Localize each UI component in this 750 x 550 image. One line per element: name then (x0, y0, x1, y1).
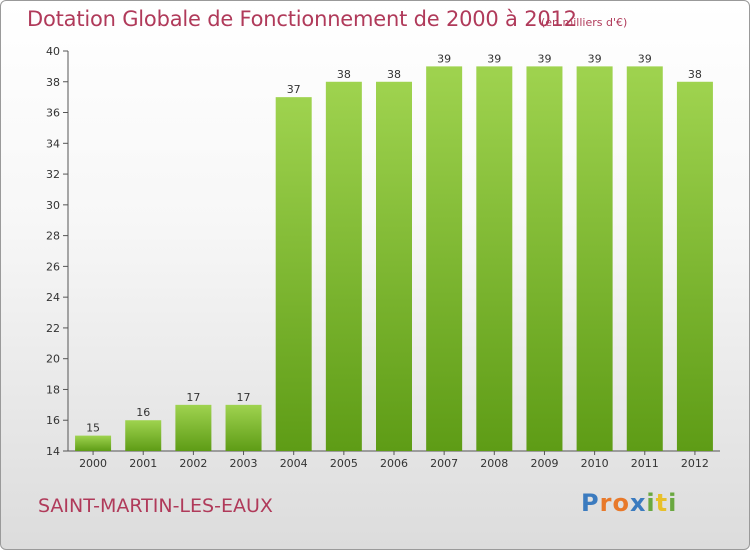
x-tick-label: 2003 (230, 457, 258, 470)
x-tick-label: 2010 (581, 457, 609, 470)
bar-value-label: 39 (638, 52, 652, 65)
x-tick-label: 2001 (129, 457, 157, 470)
chart-units: (en milliers d'€) (541, 16, 628, 29)
x-tick-label: 2008 (480, 457, 508, 470)
y-tick-label: 20 (46, 353, 60, 366)
bar-value-label: 39 (487, 52, 501, 65)
y-tick-label: 30 (46, 199, 60, 212)
logo-letter: r (599, 489, 613, 517)
commune-name: SAINT-MARTIN-LES-EAUX (38, 495, 273, 517)
y-tick-label: 22 (46, 322, 60, 335)
bar-value-label: 39 (437, 52, 451, 65)
bar (376, 81, 412, 452)
logo-letter: i (646, 489, 656, 517)
bar (275, 97, 312, 452)
logo-letter: x (629, 489, 647, 517)
logo-letter: i (668, 489, 678, 517)
logo-letter: t (655, 489, 669, 517)
y-axis: 14 16 18 20 22 24 26 28 30 32 34 36 38 40 (46, 45, 69, 458)
bar (325, 81, 362, 452)
bar (676, 81, 713, 452)
logo-letter: P (581, 489, 600, 517)
logo-letter: o (612, 489, 630, 517)
bars: 15 16 17 17 37 38 38 39 39 39 39 39 38 (75, 52, 713, 452)
bar (576, 66, 613, 451)
x-tick-label: 2011 (631, 457, 659, 470)
proxiti-logo: Proxiti (581, 489, 677, 517)
x-tick-label: 2012 (681, 457, 709, 470)
bar (75, 435, 112, 451)
bar-value-label: 38 (688, 68, 702, 81)
y-tick-label: 18 (46, 383, 60, 396)
x-axis: 2000 2001 2002 2003 2004 2005 2006 2007 2008 2009… (68, 450, 720, 470)
bar-value-label: 38 (337, 68, 351, 81)
bar (526, 66, 563, 451)
bar-value-label: 39 (588, 52, 602, 65)
y-tick-label: 16 (46, 414, 60, 427)
y-tick-label: 26 (46, 260, 60, 273)
y-tick-label: 38 (46, 76, 60, 89)
bar (225, 404, 262, 451)
y-tick-label: 36 (46, 107, 60, 120)
bar-value-label: 17 (237, 391, 251, 404)
x-tick-label: 2007 (430, 457, 458, 470)
y-tick-label: 32 (46, 168, 60, 181)
bar-value-label: 17 (186, 391, 200, 404)
x-tick-label: 2000 (79, 457, 107, 470)
bar (626, 66, 663, 451)
y-tick-label: 40 (46, 45, 60, 58)
x-tick-label: 2005 (330, 457, 358, 470)
bar-value-label: 37 (287, 83, 301, 96)
bar (476, 66, 513, 451)
y-tick-label: 28 (46, 230, 60, 243)
bar-value-label: 15 (86, 422, 100, 435)
x-tick-label: 2009 (530, 457, 558, 470)
bar (125, 420, 162, 451)
x-tick-label: 2004 (280, 457, 308, 470)
bar-value-label: 16 (136, 406, 150, 419)
y-tick-label: 24 (46, 291, 60, 304)
bar-value-label: 39 (537, 52, 551, 65)
x-tick-label: 2002 (179, 457, 207, 470)
chart-title: Dotation Globale de Fonctionnement de 20… (27, 7, 577, 31)
y-tick-label: 34 (46, 137, 60, 150)
bar-value-label: 38 (387, 68, 401, 81)
x-tick-label: 2006 (380, 457, 408, 470)
bar (175, 404, 212, 451)
y-tick-label: 14 (46, 445, 60, 458)
bar (426, 66, 463, 451)
